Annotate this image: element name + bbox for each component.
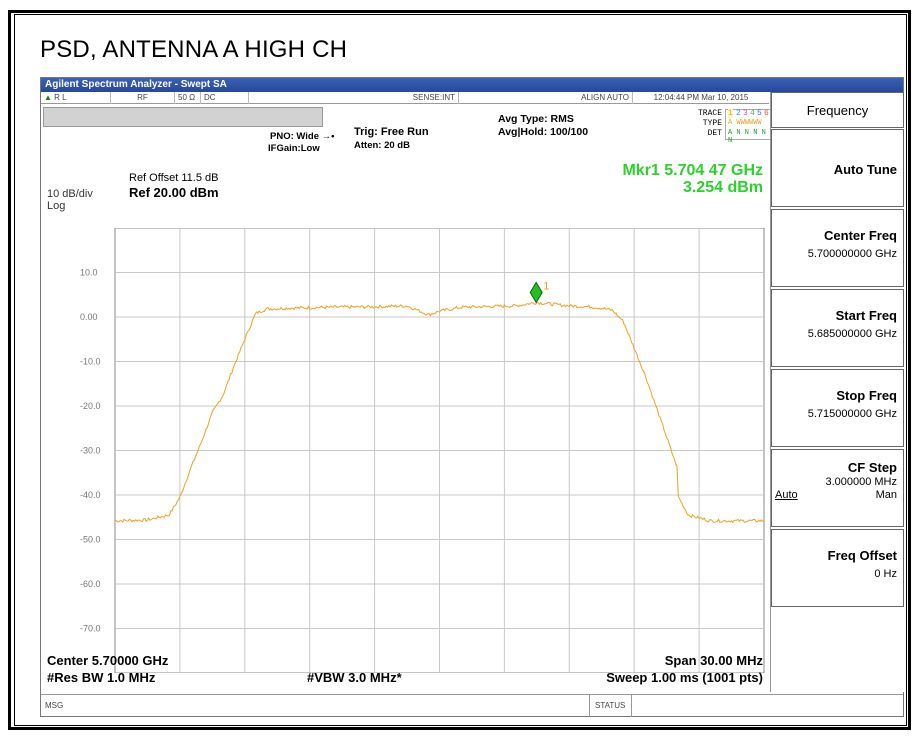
y-tick-label: 10.0 xyxy=(80,268,98,278)
y-tick-label: -30.0 xyxy=(80,446,101,456)
marker-frequency: Mkr1 5.704 47 GHz xyxy=(622,162,763,179)
stop-freq-button[interactable]: Stop Freq 5.715000000 GHz xyxy=(771,369,904,447)
scale-per-div: 10 dB/div xyxy=(47,188,93,200)
rl-label: R L xyxy=(54,93,67,102)
status-label: STATUS xyxy=(595,701,626,710)
ref-offset: Ref Offset 11.5 dB xyxy=(129,172,219,184)
softkey-panel: Frequency Auto Tune Center Freq 5.700000… xyxy=(770,92,904,692)
impedance: 50 Ω xyxy=(175,92,201,104)
avg-hold: Avg|Hold: 100/100 xyxy=(498,126,589,138)
freq-offset-label: Freq Offset xyxy=(827,548,897,563)
spectrum-analyzer-window: Agilent Spectrum Analyzer - Swept SA ▲ R… xyxy=(40,77,904,717)
start-freq-value: 5.685000000 GHz xyxy=(807,328,897,340)
cf-step-man[interactable]: Man xyxy=(875,489,897,501)
y-tick-label: -60.0 xyxy=(80,579,101,589)
det-label: DET xyxy=(707,129,722,138)
start-freq-button[interactable]: Start Freq 5.685000000 GHz xyxy=(771,289,904,367)
msg-label: MSG xyxy=(45,701,64,710)
cf-step-button[interactable]: CF Step 3.000000 MHz Auto Man xyxy=(771,449,904,527)
message-bar xyxy=(43,107,323,127)
y-tick-label: -40.0 xyxy=(80,490,101,500)
rbw-readout: #Res BW 1.0 MHz xyxy=(47,670,156,685)
cf-step-auto[interactable]: Auto xyxy=(775,489,798,501)
rf-input: RF xyxy=(111,92,175,104)
trace-4: 4 xyxy=(750,109,755,118)
stop-freq-value: 5.715000000 GHz xyxy=(807,408,897,420)
pno-setting: PNO: Wide →• xyxy=(270,131,335,142)
vbw-readout: #VBW 3.0 MHz* xyxy=(307,670,402,685)
menu-title-label: Frequency xyxy=(806,103,869,118)
marker-number-label: 1 xyxy=(543,281,549,293)
align-status: ALIGN AUTO xyxy=(459,92,633,104)
auto-tune-button[interactable]: Auto Tune xyxy=(771,129,904,207)
start-freq-label: Start Freq xyxy=(835,308,897,323)
center-freq-readout: Center 5.70000 GHz xyxy=(47,653,169,668)
marker-amplitude: 3.254 dBm xyxy=(682,179,763,196)
ref-level: Ref 20.00 dBm xyxy=(129,185,219,200)
center-freq-label: Center Freq xyxy=(824,228,897,243)
trace-2: 2 xyxy=(736,109,741,118)
outer-frame xyxy=(8,10,911,730)
auto-tune-label: Auto Tune xyxy=(833,162,897,177)
log-scale: Log xyxy=(47,200,66,212)
atten-setting: Atten: 20 dB xyxy=(354,140,410,151)
coupling: DC xyxy=(201,92,249,104)
trace-line xyxy=(114,301,765,524)
center-freq-button[interactable]: Center Freq 5.700000000 GHz xyxy=(771,209,904,287)
y-tick-label: -70.0 xyxy=(80,624,101,634)
freq-offset-button[interactable]: Freq Offset 0 Hz xyxy=(771,529,904,607)
sense: SENSE:INT xyxy=(249,92,459,104)
menu-title: Frequency xyxy=(771,92,904,128)
ifgain-setting: IFGain:Low xyxy=(268,143,320,154)
center-freq-value: 5.700000000 GHz xyxy=(807,248,897,260)
trace-label: TRACE xyxy=(697,109,722,118)
cf-step-label: CF Step xyxy=(847,460,897,475)
y-tick-label: 0.00 xyxy=(80,312,98,322)
trace-5: 5 xyxy=(757,109,762,118)
trace-1: 1 xyxy=(728,109,733,118)
status-row: ▲ R L RF 50 Ω DC SENSE:INT ALIGN AUTO 12… xyxy=(41,92,769,104)
inner-frame xyxy=(14,14,907,726)
spectrum-plot: 10.0 0.00 -10.0 -20.0 -30.0 -40.0 -50.0 -60.0 -7… xyxy=(80,228,765,673)
arrow-icon: →• xyxy=(321,131,335,142)
trace-6: 6 xyxy=(764,109,769,118)
span-readout: Span 30.00 MHz xyxy=(664,653,763,668)
y-tick-label: -10.0 xyxy=(80,357,101,367)
document-title: PSD, ANTENNA A HIGH CH xyxy=(40,36,348,63)
rl-indicator: ▲ R L xyxy=(41,92,111,104)
datetime: 12:04:44 PM Mar 10, 2015 xyxy=(653,93,749,102)
freq-offset-value: 0 Hz xyxy=(874,568,897,580)
warning-icon: ▲ xyxy=(44,93,52,102)
trig-setting: Trig: Free Run xyxy=(354,126,429,138)
trace-det: A N N N N N xyxy=(728,129,766,145)
trace-type: A WWWWWW xyxy=(728,119,762,127)
sweep-readout: Sweep 1.00 ms (1001 pts) xyxy=(606,670,763,685)
y-tick-label: -50.0 xyxy=(80,535,101,545)
marker-diamond-icon xyxy=(529,281,543,304)
stop-freq-label: Stop Freq xyxy=(836,388,897,403)
trace-3: 3 xyxy=(743,109,748,118)
type-label: TYPE xyxy=(702,119,722,128)
cf-step-value: 3.000000 MHz xyxy=(825,476,897,488)
bottom-status-bar: MSG STATUS xyxy=(41,694,903,717)
avg-type: Avg Type: RMS xyxy=(498,113,574,125)
y-tick-label: -20.0 xyxy=(80,401,101,411)
window-title: Agilent Spectrum Analyzer - Swept SA xyxy=(41,78,903,92)
trace-box: 1 2 3 4 5 6 A WWWWWW A N N N N N xyxy=(725,109,771,145)
